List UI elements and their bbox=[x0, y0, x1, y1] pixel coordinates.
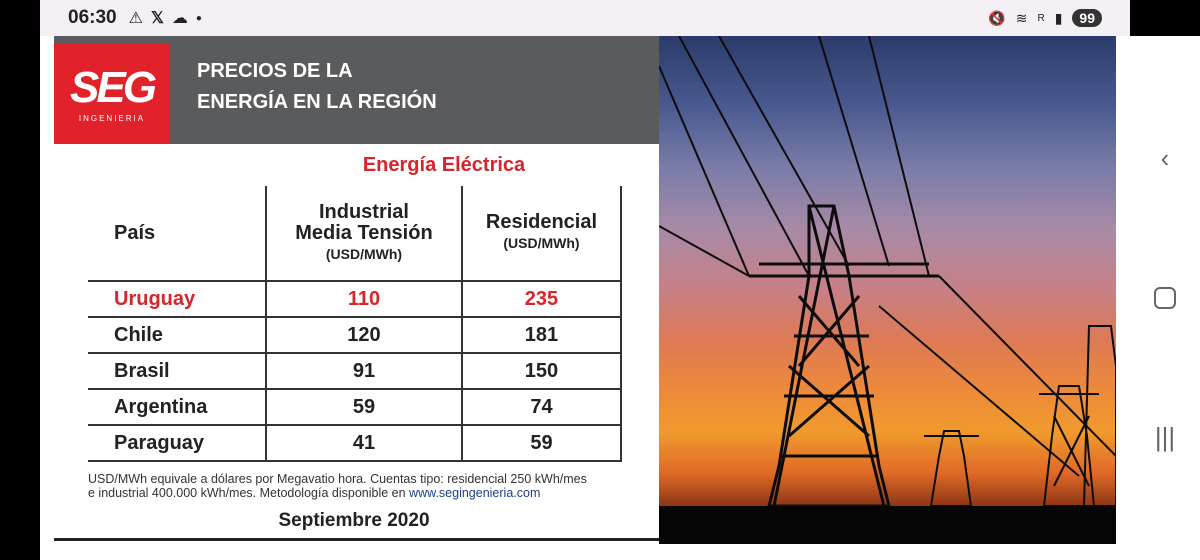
footnote-link: www.segingenieria.com bbox=[409, 486, 541, 500]
cell-country: Chile bbox=[88, 317, 266, 354]
cell-residential: 150 bbox=[460, 353, 623, 390]
header-title-line1: PRECIOS DE LA bbox=[197, 60, 353, 82]
battery-badge: 99 bbox=[1072, 9, 1102, 27]
status-icons-left: ⚠ 𝕏 ☁ ● bbox=[129, 8, 202, 28]
x-logo-icon: 𝕏 bbox=[150, 10, 164, 27]
table-row: Uruguay 110 235 bbox=[88, 281, 623, 318]
warning-icon: ⚠ bbox=[128, 10, 143, 27]
status-icons-right: 🔇 ≋ R ▮ 99 bbox=[988, 9, 1102, 27]
col-country-header: País bbox=[88, 186, 266, 282]
power-lines-illustration bbox=[659, 36, 1116, 544]
mute-icon: 🔇 bbox=[988, 9, 1006, 26]
col-residential-label: Residencial bbox=[485, 211, 598, 233]
footnote: USD/MWh equivale a dólares por Megavatio… bbox=[88, 472, 628, 500]
bottom-divider bbox=[54, 538, 659, 541]
header-title-line2: ENERGÍA EN LA REGIÓN bbox=[197, 91, 437, 113]
table-row: Brasil 91 150 bbox=[88, 353, 623, 390]
cell-residential: 235 bbox=[460, 281, 623, 318]
cell-industrial: 59 bbox=[265, 389, 462, 426]
col-residential-unit: (USD/MWh) bbox=[503, 235, 580, 251]
infographic-image: SEG INGENIERIA PRECIOS DE LA ENERGÍA EN … bbox=[54, 36, 1116, 544]
cell-residential: 59 bbox=[460, 425, 623, 462]
logo-main: SEG bbox=[70, 62, 157, 112]
footnote-line2-wrap: e industrial 400.000 kWh/mes. Metodologí… bbox=[88, 486, 628, 500]
cloud-icon: ☁ bbox=[171, 10, 188, 27]
seg-logo: SEG INGENIERIA bbox=[54, 44, 170, 144]
recents-icon[interactable]: ||| bbox=[1154, 422, 1176, 453]
table-header-row: País Industrial Media Tensión (USD/MWh) … bbox=[88, 186, 623, 282]
price-table-wrap: País Industrial Media Tensión (USD/MWh) … bbox=[88, 186, 623, 462]
back-icon[interactable]: ‹ bbox=[1160, 142, 1170, 173]
cell-country: Paraguay bbox=[88, 425, 266, 462]
col-industrial-line1: Industrial bbox=[318, 200, 409, 223]
cell-industrial: 110 bbox=[265, 281, 462, 318]
price-table: País Industrial Media Tensión (USD/MWh) … bbox=[88, 186, 623, 462]
logo-sub: INGENIERIA bbox=[78, 113, 146, 123]
cell-residential: 181 bbox=[460, 317, 623, 354]
signal-icon: ▮ bbox=[1054, 9, 1063, 26]
status-time: 06:30 bbox=[68, 7, 117, 28]
network-label: R bbox=[1037, 12, 1045, 24]
col-industrial-unit: (USD/MWh) bbox=[325, 245, 403, 262]
header-title: PRECIOS DE LA ENERGÍA EN LA REGIÓN bbox=[197, 56, 437, 118]
col-residential-header: Residencial (USD/MWh) bbox=[460, 186, 623, 282]
publication-date: Septiembre 2020 bbox=[278, 510, 430, 531]
status-bar: 06:30 ⚠ 𝕏 ☁ ● 🔇 ≋ R ▮ 99 bbox=[40, 0, 1130, 36]
cell-industrial: 41 bbox=[265, 425, 462, 462]
col-industrial-header: Industrial Media Tensión (USD/MWh) bbox=[265, 186, 462, 282]
cell-country: Argentina bbox=[88, 389, 266, 426]
cell-country: Uruguay bbox=[88, 281, 266, 318]
cell-industrial: 91 bbox=[265, 353, 462, 390]
home-icon[interactable] bbox=[1154, 286, 1176, 309]
cell-country: Brasil bbox=[88, 353, 266, 390]
dot-icon: ● bbox=[195, 12, 202, 24]
table-row: Paraguay 41 59 bbox=[88, 425, 623, 462]
price-panel: SEG INGENIERIA PRECIOS DE LA ENERGÍA EN … bbox=[54, 36, 659, 544]
footnote-line1: USD/MWh equivale a dólares por Megavatio… bbox=[88, 472, 587, 486]
cell-residential: 74 bbox=[460, 389, 623, 426]
col-industrial-line2: Media Tensión bbox=[295, 221, 433, 244]
section-title: Energía Eléctrica bbox=[362, 154, 526, 176]
table-row: Chile 120 181 bbox=[88, 317, 623, 354]
wifi-icon: ≋ bbox=[1015, 9, 1028, 26]
cell-industrial: 120 bbox=[265, 317, 462, 354]
footnote-line2: e industrial 400.000 kWh/mes. Metodologí… bbox=[88, 486, 406, 500]
table-row: Argentina 59 74 bbox=[88, 389, 623, 426]
power-lines-photo bbox=[659, 36, 1116, 544]
system-nav-bar: ‹ ||| bbox=[1130, 36, 1200, 560]
